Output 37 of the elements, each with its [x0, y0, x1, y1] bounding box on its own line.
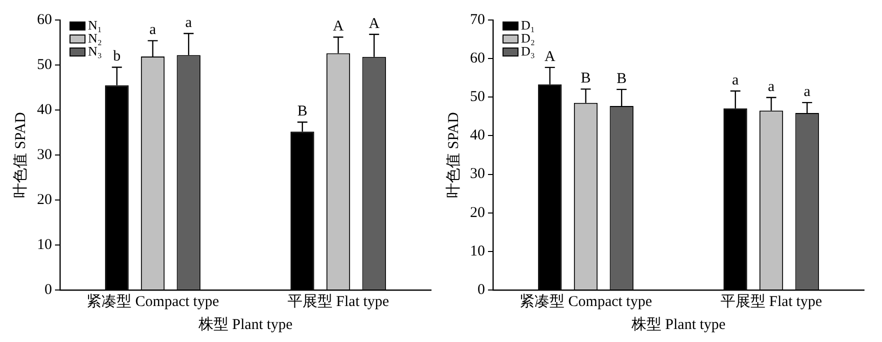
y-axis-title: 叶色值 SPAD: [12, 112, 29, 198]
x-tick-label: 紧凑型 Compact type: [520, 292, 652, 310]
annotation: a: [732, 72, 740, 88]
x-axis-title: 株型 Plant type: [630, 316, 726, 333]
y-tick-label: 20: [37, 192, 52, 208]
y-tick-label: 20: [470, 204, 485, 221]
annotation: a: [804, 84, 811, 100]
y-tick-label: 40: [37, 102, 52, 118]
annotation: B: [297, 104, 308, 120]
y-axis-title: 叶色值 SPAD: [444, 112, 462, 198]
y-tick-label: 30: [470, 166, 485, 182]
x-tick-label: 平展型 Flat type: [287, 292, 390, 310]
annotation: A: [544, 48, 556, 65]
annotation: a: [149, 22, 156, 38]
y-tick-label: 40: [470, 128, 485, 144]
annotation: B: [616, 70, 627, 87]
x-axis-title: 株型 Plant type: [197, 316, 293, 333]
y-tick-label: 50: [37, 56, 52, 73]
y-tick-label: 60: [470, 50, 485, 67]
y-tick-label: 30: [37, 146, 52, 163]
legend-label: D₁: [521, 17, 535, 32]
annotation: B: [580, 70, 591, 86]
annotation: b: [113, 48, 121, 65]
annotation: A: [368, 16, 380, 32]
x-tick-label: 紧凑型 Compact type: [86, 292, 220, 310]
y-tick-label: 50: [470, 89, 485, 106]
annotation: a: [768, 78, 775, 95]
annotation: A: [332, 18, 344, 35]
y-tick-label: 60: [37, 12, 52, 28]
legend-label: N₁: [88, 17, 102, 32]
annotation: a: [185, 14, 192, 31]
y-tick-label: 10: [470, 243, 485, 260]
y-tick-label: 0: [44, 282, 52, 298]
y-tick-label: 10: [37, 236, 52, 253]
y-tick-label: 70: [470, 12, 485, 28]
x-tick-label: 平展型 Flat type: [720, 292, 822, 310]
y-tick-label: 0: [478, 282, 485, 298]
